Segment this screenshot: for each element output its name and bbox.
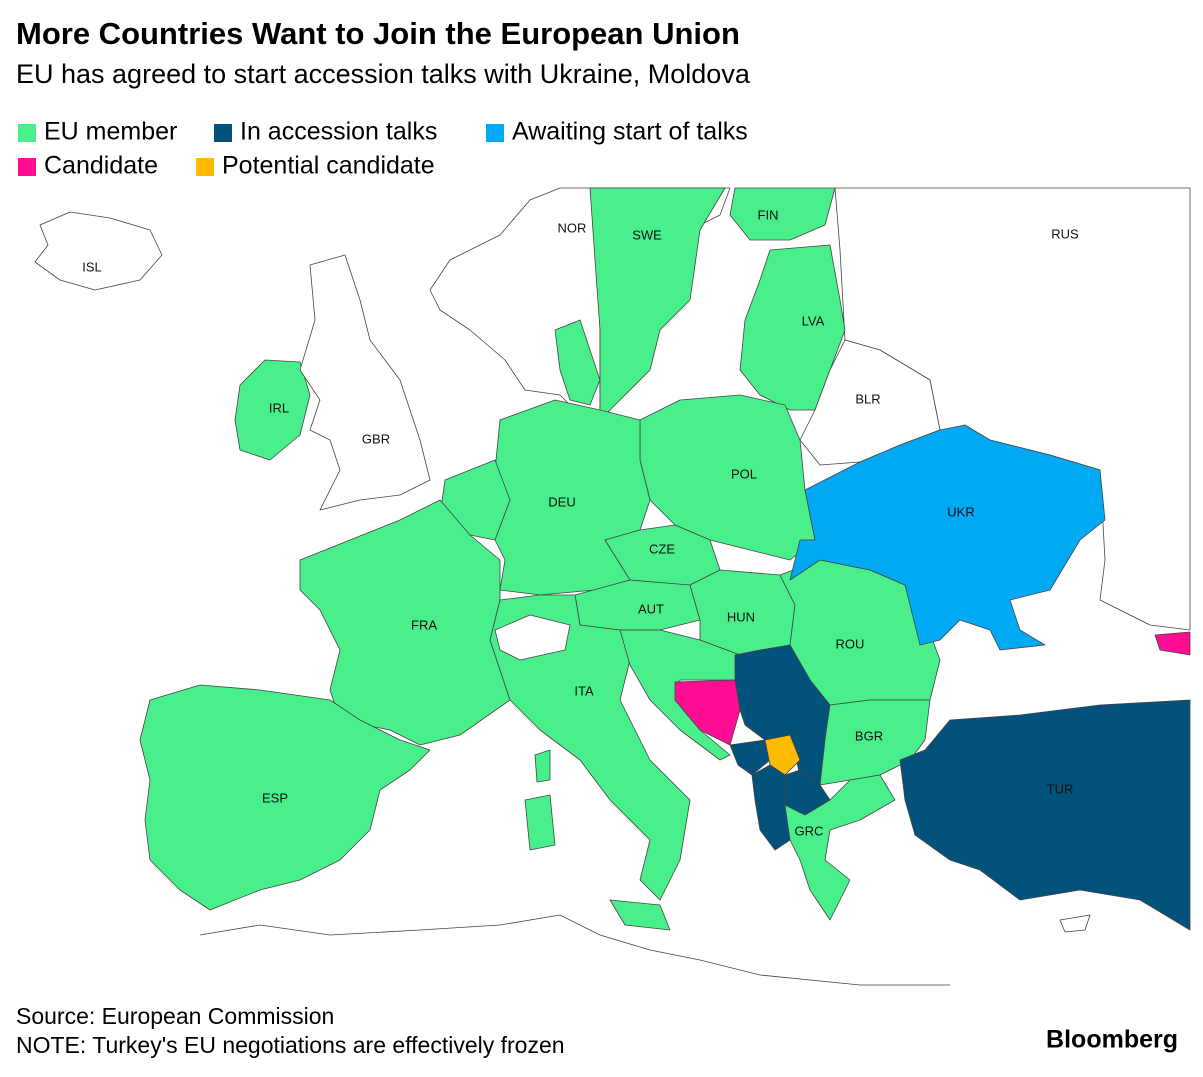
country-shape (751, 764, 791, 851)
country-shape (139, 684, 431, 911)
country-label: GBR (362, 431, 390, 446)
country-label: CZE (649, 541, 675, 556)
country-label: NOR (558, 220, 587, 235)
note: NOTE: Turkey's EU negotiations are effec… (16, 1032, 565, 1058)
title: More Countries Want to Join the European… (16, 16, 740, 51)
subtitle: EU has agreed to start accession talks w… (16, 59, 751, 89)
country-label: SWE (632, 227, 662, 242)
country-label: ESP (262, 790, 288, 805)
country-shape (589, 187, 726, 421)
legend-swatch (214, 124, 232, 142)
coastline (199, 914, 950, 986)
country-label: ROU (836, 636, 865, 651)
country-shape (494, 614, 571, 661)
country-shape (234, 359, 311, 461)
country-label: IRL (269, 400, 289, 415)
country-shape (784, 774, 896, 921)
country-labels: ISL NOR SWE FIN RUS LVA BLR IRL GBR POL DEU UKR CZE F… (82, 207, 1079, 838)
country-shape (34, 211, 163, 291)
country-label: ISL (82, 259, 102, 274)
country-label: BGR (855, 728, 883, 743)
country-shape (609, 899, 671, 931)
country-shape (534, 749, 551, 783)
country-shape (764, 734, 801, 776)
legend-label: EU member (44, 118, 177, 146)
country-shape (739, 244, 846, 411)
country-shape (1059, 914, 1091, 933)
country-shape (299, 499, 511, 746)
country-shape (899, 699, 1191, 931)
legend: EU member In accession talks Awaiting star… (18, 118, 748, 180)
country-label: DEU (548, 494, 575, 509)
country-label: FRA (411, 617, 437, 632)
country-shape (524, 794, 556, 851)
country-label: HUN (727, 609, 755, 624)
brand: Bloomberg (1046, 1026, 1178, 1054)
legend-swatch (486, 124, 504, 142)
country-shape (789, 424, 1106, 651)
country-label: POL (731, 466, 757, 481)
legend-swatch (18, 124, 36, 142)
legend-label: Candidate (44, 152, 158, 180)
legend-label: In accession talks (240, 118, 437, 146)
land (34, 187, 1191, 986)
country-label: LVA (802, 313, 825, 328)
legend-label: Potential candidate (222, 152, 435, 180)
legend-label: Awaiting start of talks (512, 118, 748, 146)
country-label: ITA (574, 683, 594, 698)
country-shape (299, 254, 431, 511)
country-shape (554, 319, 601, 406)
country-shape (729, 187, 836, 241)
source: Source: European Commission (16, 1003, 334, 1029)
legend-swatch (196, 158, 214, 176)
country-label: UKR (947, 504, 974, 519)
country-shape (489, 594, 691, 901)
country-label: TUR (1047, 781, 1074, 796)
country-label: BLR (855, 391, 880, 406)
country-label: FIN (758, 207, 779, 222)
country-shape (729, 739, 771, 776)
country-shape (1154, 631, 1191, 656)
country-label: AUT (638, 601, 664, 616)
country-label: GRC (795, 823, 824, 838)
legend-swatch (18, 158, 36, 176)
country-label: RUS (1051, 226, 1079, 241)
